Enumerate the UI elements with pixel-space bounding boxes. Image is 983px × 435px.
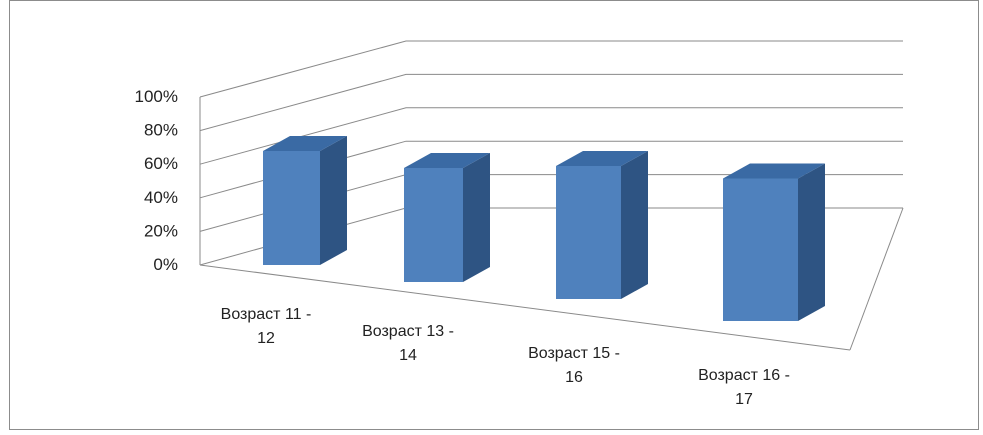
bar-side [320,136,347,265]
bar-side [621,151,648,299]
x-tick-label: Возраст 15 - [528,345,620,362]
gridline [199,73,903,132]
bar-side [798,163,825,321]
chart-frame: 0% 20% 40% 60% 80% 100% Возраст 11 - 12 Возраст … [9,0,979,430]
y-tick-label: 60% [144,154,178,173]
bar-top [263,136,347,151]
bar [723,178,798,321]
gridline [199,107,903,165]
x-tick-label: 14 [399,347,417,364]
bar [404,168,463,282]
x-tick-label: 17 [735,391,753,408]
y-tick-label: 40% [144,188,178,207]
bar-side [463,153,490,282]
x-tick-label: Возраст 11 - [221,306,312,323]
y-tick-label: 20% [144,221,178,240]
bar-top [404,153,490,168]
bar-chart: 0% 20% 40% 60% 80% 100% Возраст 11 - 12 Возраст … [135,40,904,408]
floor-right-edge [849,207,904,351]
x-tick-label: 16 [565,369,583,386]
x-tick-label: Возраст 16 - [698,367,790,384]
x-tick-label: 12 [257,330,275,347]
bar-top [723,163,825,179]
y-tick-label: 80% [144,121,178,140]
floor-front-edge [199,264,851,351]
y-tick-label: 100% [135,87,178,106]
bar [556,166,621,299]
gridline [199,40,903,98]
y-tick-label: 0% [153,255,178,274]
bar-top [556,151,648,166]
bar [263,151,320,265]
x-tick-label: Возраст 13 - [362,323,454,340]
